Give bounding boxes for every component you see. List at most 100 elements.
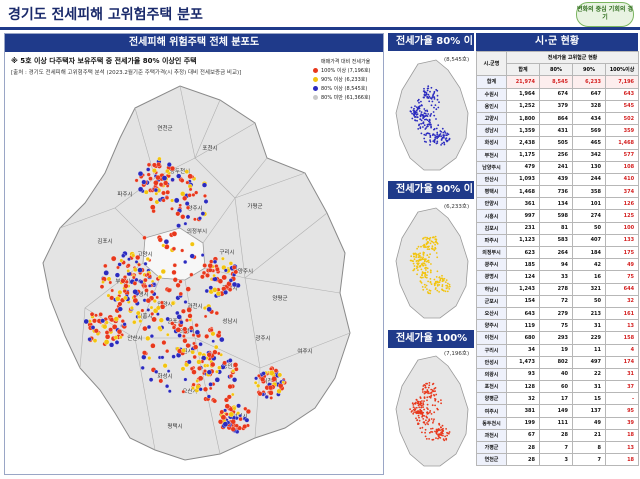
table-cell-value: 545 bbox=[604, 99, 640, 113]
house-dot-icon bbox=[426, 389, 429, 391]
house-pin-icon bbox=[157, 325, 162, 331]
house-dot-icon bbox=[435, 432, 438, 434]
house-pin-icon bbox=[185, 180, 190, 185]
house-dot-icon bbox=[429, 144, 431, 146]
house-dot-icon bbox=[422, 402, 425, 404]
house-pin-icon bbox=[142, 350, 147, 356]
table-row: 여주시 381 149 137 95 bbox=[476, 404, 640, 418]
house-pin-icon bbox=[186, 359, 192, 365]
house-dot-icon bbox=[423, 112, 426, 115]
house-pin-icon bbox=[116, 329, 123, 335]
house-pin-icon bbox=[113, 316, 119, 322]
house-dot-icon bbox=[422, 406, 424, 408]
table-cell-value: 4 bbox=[604, 343, 640, 357]
house-pin-icon bbox=[222, 360, 227, 366]
table-cell-value: 680 bbox=[506, 331, 540, 345]
house-pin-icon bbox=[234, 423, 239, 428]
table-cell-value: 125 bbox=[604, 209, 640, 223]
house-dot-icon bbox=[425, 386, 427, 389]
table-cell-value: 1,359 bbox=[506, 124, 540, 138]
house-dot-icon bbox=[430, 125, 432, 128]
house-pin-icon bbox=[148, 196, 154, 202]
house-dot-icon bbox=[429, 90, 431, 93]
table-cell-region: 연천군 bbox=[476, 453, 507, 467]
table-cell-value: 28 bbox=[506, 453, 540, 467]
table-cell-region: 안산시 bbox=[476, 172, 507, 187]
house-pin-icon bbox=[208, 285, 214, 290]
mini-map-100-title: 전세가율 100% 이상 bbox=[388, 330, 474, 362]
table-row: 연천군 28 3 7 18 bbox=[476, 453, 640, 467]
table-cell-value: 583 bbox=[539, 233, 573, 248]
house-pin-icon bbox=[233, 269, 239, 275]
table-cell-region: 평택시 bbox=[476, 185, 507, 199]
house-pin-icon bbox=[158, 182, 164, 187]
house-pin-icon bbox=[153, 187, 159, 193]
house-dot-icon bbox=[423, 258, 426, 261]
house-dot-icon bbox=[425, 258, 427, 261]
table-cell-value: 67 bbox=[506, 428, 540, 443]
house-pin-icon bbox=[158, 378, 164, 384]
house-dot-icon bbox=[424, 423, 427, 426]
table-cell-value: 479 bbox=[506, 160, 540, 174]
house-dot-icon bbox=[436, 94, 439, 97]
house-pin-icon bbox=[144, 288, 149, 293]
house-dot-icon bbox=[419, 127, 422, 130]
house-dot-icon bbox=[424, 264, 427, 266]
house-dot-icon bbox=[427, 97, 429, 99]
house-pin-icon bbox=[92, 338, 98, 343]
house-dot-icon bbox=[440, 135, 442, 138]
house-pin-icon bbox=[183, 377, 188, 382]
house-pin-icon bbox=[205, 363, 210, 368]
house-pin-icon bbox=[177, 348, 183, 354]
house-dot-icon bbox=[425, 438, 428, 440]
house-dot-icon bbox=[428, 395, 431, 398]
house-dot-icon bbox=[430, 126, 432, 129]
house-pin-icon bbox=[217, 419, 224, 425]
house-dot-icon bbox=[411, 112, 413, 115]
house-pin-icon bbox=[178, 203, 182, 208]
house-dot-icon bbox=[416, 119, 418, 122]
table-cell-value: 264 bbox=[539, 245, 573, 260]
house-pin-icon bbox=[106, 276, 112, 282]
table-row: 하남시 1,243 278 321 644 bbox=[476, 282, 640, 296]
house-pin-icon bbox=[146, 272, 150, 277]
house-dot-icon bbox=[424, 435, 427, 438]
house-pin-icon bbox=[224, 412, 229, 417]
house-pin-icon bbox=[231, 369, 236, 373]
house-dot-icon bbox=[435, 252, 438, 254]
table-cell-value: 8 bbox=[572, 440, 606, 455]
table-cell-value: 28 bbox=[539, 428, 573, 443]
house-dot-icon bbox=[423, 124, 426, 127]
house-dot-icon bbox=[420, 119, 423, 122]
house-pin-icon bbox=[197, 375, 204, 382]
house-dot-icon bbox=[420, 245, 422, 248]
house-dot-icon bbox=[413, 411, 415, 413]
house-dot-icon bbox=[442, 289, 445, 292]
house-dot-icon bbox=[429, 140, 432, 143]
house-dot-icon bbox=[420, 113, 423, 116]
house-dot-icon bbox=[436, 281, 439, 283]
house-dot-icon bbox=[416, 265, 418, 268]
house-dot-icon bbox=[436, 284, 439, 286]
table-row: 의정부시 623 264 184 175 bbox=[476, 245, 640, 260]
house-pin-icon bbox=[151, 162, 157, 168]
table-cell-value: 407 bbox=[572, 233, 606, 248]
house-pin-icon bbox=[212, 398, 218, 404]
region-label: 이천시 bbox=[262, 377, 277, 385]
house-pin-icon bbox=[132, 281, 138, 286]
house-pin-icon bbox=[110, 255, 117, 262]
table-cell-value: 126 bbox=[604, 197, 640, 211]
house-pin-icon bbox=[217, 351, 221, 356]
table-cell-region: 동두천시 bbox=[476, 416, 507, 430]
table-row: 오산시 643 279 213 161 bbox=[476, 306, 640, 321]
house-pin-icon bbox=[89, 311, 95, 317]
house-dot-icon bbox=[422, 391, 424, 393]
house-pin-icon bbox=[134, 260, 139, 264]
house-dot-icon bbox=[416, 247, 418, 250]
house-dot-icon bbox=[418, 110, 421, 112]
house-dot-icon bbox=[438, 423, 440, 425]
house-pin-icon bbox=[141, 179, 147, 185]
house-pin-icon bbox=[175, 282, 181, 288]
region-label: 과천시 bbox=[187, 302, 202, 310]
house-pin-icon bbox=[206, 394, 211, 399]
